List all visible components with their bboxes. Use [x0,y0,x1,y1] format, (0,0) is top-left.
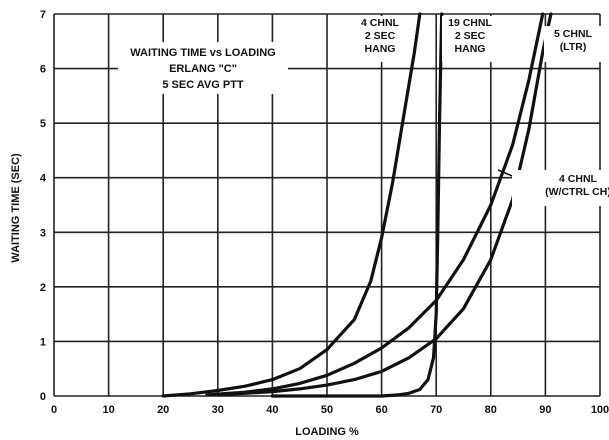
y-tick-label: 3 [40,227,46,239]
series-label-backdrop [512,170,604,206]
x-tick-label: 20 [157,404,169,416]
series-line-5-chnl-ltr [216,12,553,397]
chart-title-line-1: WAITING TIME vs LOADING [130,47,275,59]
y-tick-label: 0 [40,391,46,403]
series-line-4-chnl-w-ctrl-ch [205,12,545,397]
series-label-4-chnl-2-sec-hang: 2 SEC [365,30,396,42]
x-tick-label: 60 [375,404,387,416]
series-line-19-chnl-2-sec-hang [270,12,444,398]
series-line-4-chnl-2-sec-hang [161,12,422,398]
series-label-backdrop [442,16,500,62]
x-tick-label: 10 [102,404,114,416]
series-label-4-chnl-2-sec-hang: HANG [365,43,396,55]
title-backdrop [118,42,288,94]
y-tick-label: 5 [40,118,46,130]
series-label-4-chnl-2-sec-hang: 4 CHNL [361,17,400,29]
x-tick-label: 40 [266,404,278,416]
y-axis-title: WAITING TIME (SEC) [10,153,22,263]
x-tick-label: 50 [321,404,333,416]
series-label-4-chnl-w-ctrl-ch: 4 CHNL [559,173,598,185]
series-lines [161,12,553,398]
y-tick-label: 4 [40,173,47,185]
series-label-5-chnl-ltr: (LTR) [560,41,587,53]
grid [53,13,601,397]
series-label-4-chnl-w-ctrl-ch: (W/CTRL CH) [545,186,609,198]
y-tick-label: 7 [40,9,46,21]
chart-title-line-2: ERLANG "C" [169,63,237,75]
series-label-backdrop [352,16,410,62]
x-tick-label: 100 [591,404,609,416]
tick-labels: 0 10 20 30 40 50 60 70 80 90 100 0 1 2 3 4 5 6 7 [40,9,609,416]
x-tick-label: 30 [212,404,224,416]
chart-title-line-3: 5 SEC AVG PTT [162,79,244,91]
series-label-19-chnl-2-sec-hang: 19 CHNL [448,17,492,29]
series-label-19-chnl-2-sec-hang: 2 SEC [455,30,486,42]
series-label-5-chnl-ltr: 5 CHNL [554,28,593,40]
y-tick-label: 1 [40,336,46,348]
x-tick-label: 70 [430,404,442,416]
y-tick-label: 6 [40,64,46,76]
x-tick-label: 0 [51,404,57,416]
x-axis-title: LOADING % [295,426,359,438]
x-tick-label: 80 [485,404,497,416]
series-label-19-chnl-2-sec-hang: HANG [455,43,486,55]
x-tick-label: 90 [539,404,551,416]
series-label-backdrop [544,26,604,62]
y-tick-label: 2 [40,282,46,294]
